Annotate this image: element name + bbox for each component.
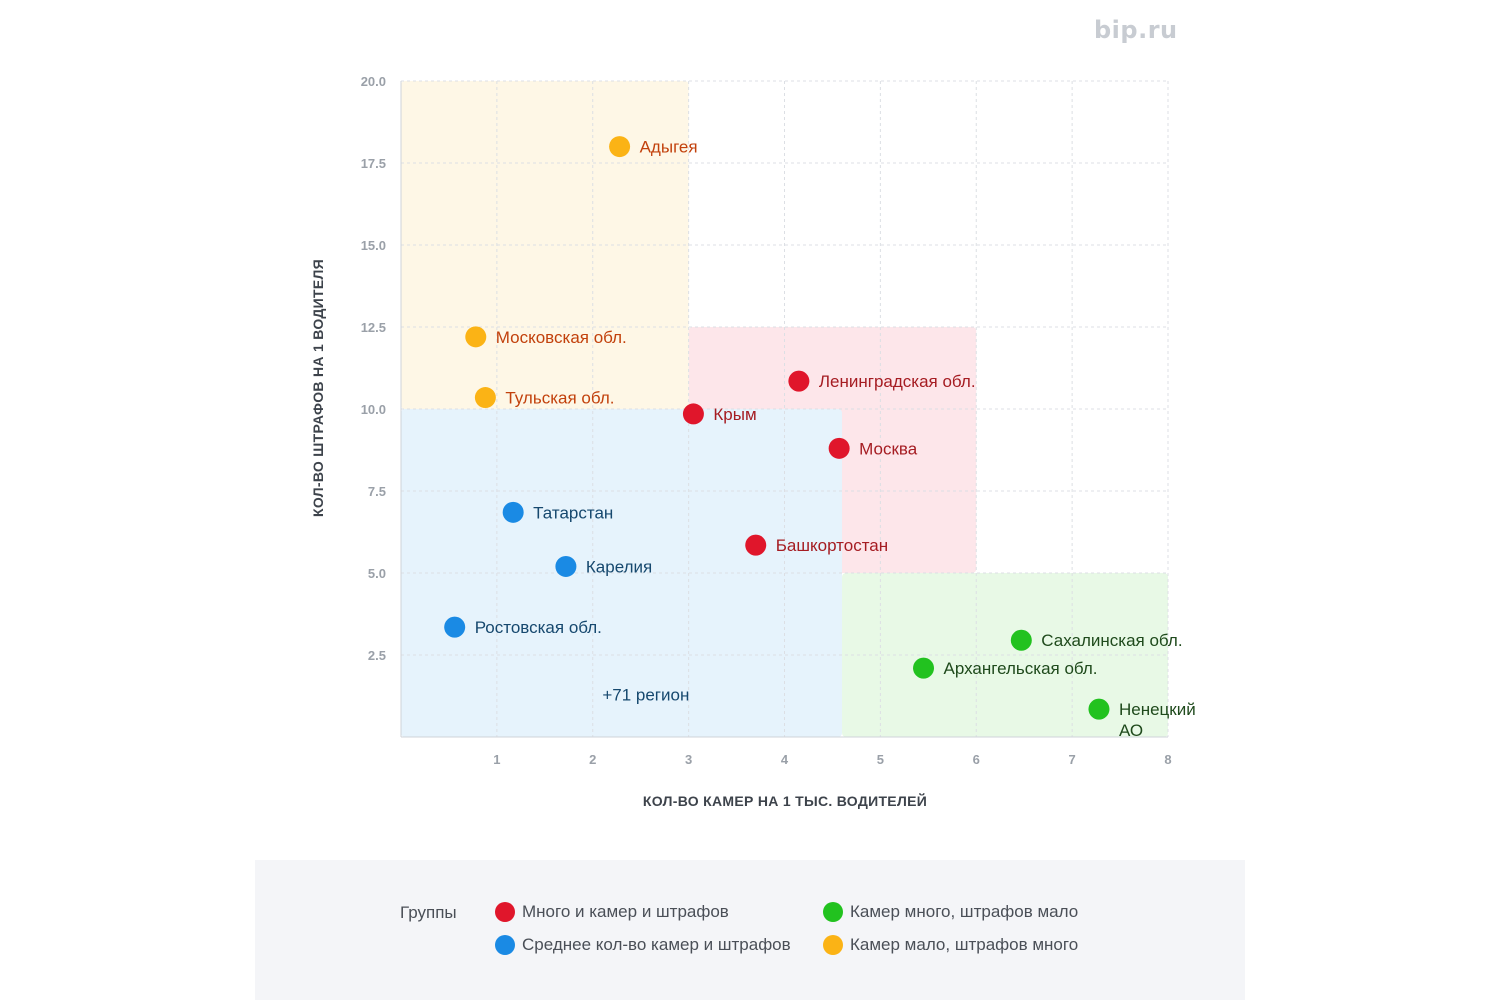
legend-dot-blue: [495, 935, 515, 955]
watermark-logo: bip.ru: [1094, 16, 1178, 44]
point-label: Тульская обл.: [505, 389, 614, 408]
y-tick-label: 7.5: [368, 484, 386, 499]
data-point: [502, 501, 524, 523]
x-tick-label: 3: [685, 752, 692, 767]
labels-layer: Адыгея Московская обл. Тульская обл. Ленинг…: [475, 138, 1196, 741]
point-label: Крым: [713, 405, 756, 424]
legend-label-red: Много и камер и штрафов: [522, 902, 729, 921]
y-tick-label: 10.0: [361, 402, 386, 417]
data-point: [474, 387, 496, 409]
data-point: [828, 437, 850, 459]
data-point: [1088, 698, 1110, 720]
legend-label-green: Камер много, штрафов мало: [850, 902, 1079, 921]
x-tick-label: 4: [781, 752, 789, 767]
legend-item-green: Камер много, штрафов мало: [823, 902, 1078, 922]
data-point: [1010, 629, 1032, 651]
annotation-label: +71 регион: [602, 685, 689, 704]
x-tick-label: 1: [493, 752, 500, 767]
ticks-layer: 1 2 3 4 5 6 7 8 2.5 5.0 7.5 10.0 12.5 15.0 17.5 20.0: [361, 74, 1172, 767]
legend-dot-green: [823, 902, 843, 922]
y-tick-label: 15.0: [361, 238, 386, 253]
scatter-chart: 1 2 3 4 5 6 7 8 2.5 5.0 7.5 10.0 12.5 15.0 17.5 20.0 Ад…: [310, 74, 1196, 809]
grid-layer: [401, 80, 1169, 737]
legend-dot-orange: [823, 935, 843, 955]
legend-item-orange: Камер мало, штрафов много: [823, 935, 1078, 955]
y-axis-label: КОЛ-ВО ШТРАФОВ НА 1 ВОДИТЕЛЯ: [310, 259, 326, 517]
point-label: Ненецкий АО: [1119, 700, 1196, 740]
data-point: [788, 370, 810, 392]
x-tick-label: 8: [1164, 752, 1171, 767]
legend: Группы Много и камер и штрафов Среднее к…: [255, 860, 1245, 1000]
point-label: Москва: [859, 439, 918, 458]
y-tick-label: 5.0: [368, 566, 386, 581]
y-tick-label: 12.5: [361, 320, 386, 335]
points-layer: [444, 136, 1110, 720]
point-label: Ростовская обл.: [475, 618, 602, 637]
legend-item-blue: Среднее кол-во камер и штрафов: [495, 935, 791, 955]
data-point: [745, 534, 767, 556]
point-label: Ленинградская обл.: [819, 372, 976, 391]
legend-title: Группы: [400, 903, 457, 922]
point-label: Башкортостан: [776, 536, 888, 555]
x-tick-label: 6: [973, 752, 980, 767]
point-label: Татарстан: [533, 503, 613, 522]
point-label: Сахалинская обл.: [1041, 631, 1182, 650]
legend-label-blue: Среднее кол-во камер и штрафов: [522, 935, 791, 954]
axes-layer: [400, 81, 1168, 738]
point-label: Карелия: [586, 557, 652, 576]
y-tick-label: 20.0: [361, 74, 386, 89]
legend-label-orange: Камер мало, штрафов много: [850, 935, 1079, 954]
data-point: [444, 616, 466, 638]
y-tick-label: 17.5: [361, 156, 386, 171]
point-label: Адыгея: [640, 138, 698, 157]
legend-dot-red: [495, 902, 515, 922]
point-label: Архангельская обл.: [944, 659, 1098, 678]
point-label: Московская обл.: [496, 328, 627, 347]
x-tick-label: 7: [1069, 752, 1076, 767]
data-point: [465, 326, 487, 348]
data-point: [609, 136, 631, 158]
legend-item-red: Много и камер и штрафов: [495, 902, 729, 922]
data-point: [913, 657, 935, 679]
data-point: [682, 403, 704, 425]
y-tick-label: 2.5: [368, 648, 386, 663]
x-axis-label: КОЛ-ВО КАМЕР НА 1 ТЫС. ВОДИТЕЛЕЙ: [643, 792, 927, 809]
x-tick-label: 2: [589, 752, 596, 767]
x-tick-label: 5: [877, 752, 884, 767]
zone-green: [842, 573, 1168, 737]
data-point: [555, 555, 577, 577]
